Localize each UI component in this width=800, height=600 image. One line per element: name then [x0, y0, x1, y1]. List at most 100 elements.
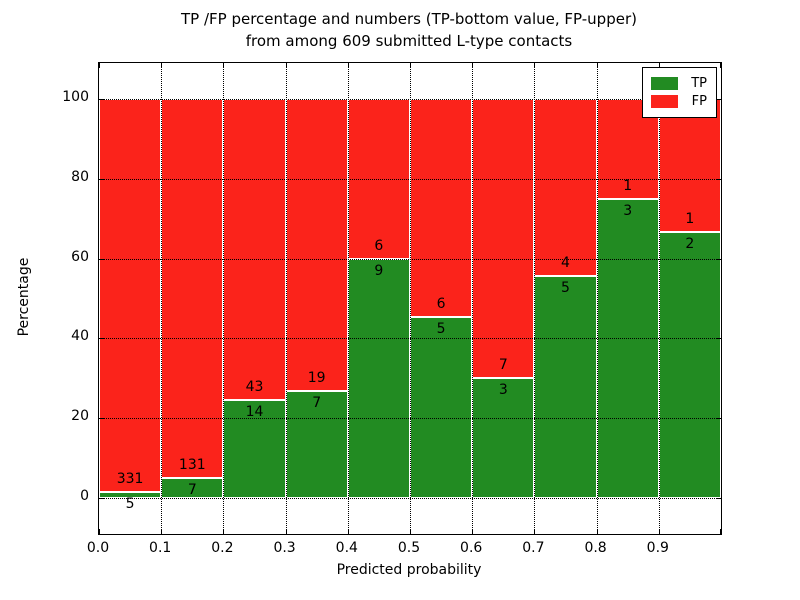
- fp-count-label: 4: [561, 255, 570, 272]
- fp-count-label: 6: [374, 237, 384, 254]
- tp-bar-segment: [223, 400, 286, 499]
- vertical-gridline: [410, 63, 411, 534]
- x-tick-label: 0.5: [397, 540, 421, 556]
- y-tick-mark: [99, 178, 104, 180]
- fp-color-swatch: [651, 95, 678, 108]
- x-tick-mark: [720, 63, 721, 68]
- fp-count-label: 7: [498, 357, 508, 374]
- x-axis-label: Predicted probability: [336, 562, 482, 578]
- x-tick-mark: [223, 63, 225, 68]
- x-tick-mark: [534, 63, 536, 68]
- fp-count-label: 6: [436, 295, 446, 312]
- fp-count-label: 131: [178, 456, 206, 473]
- y-tick-label: 60: [71, 248, 89, 265]
- x-tick-label: 0.7: [522, 540, 545, 556]
- legend: TP FP: [642, 67, 717, 118]
- chart-title: TP /FP percentage and numbers (TP-bottom…: [98, 9, 720, 53]
- legend-entry-fp: FP: [651, 94, 707, 109]
- vertical-gridline: [472, 63, 474, 534]
- x-tick-mark: [161, 529, 163, 534]
- fp-count-label: 1: [685, 210, 695, 227]
- x-tick-mark: [658, 529, 660, 534]
- vertical-gridline: [223, 63, 225, 534]
- y-tick-mark: [716, 258, 721, 260]
- y-tick-label: 80: [71, 168, 89, 185]
- x-tick-mark: [347, 63, 349, 68]
- horizontal-gridline: [99, 98, 721, 100]
- vertical-gridline: [161, 63, 163, 534]
- tp-count-label: 7: [187, 481, 197, 498]
- x-tick-mark: [223, 529, 225, 534]
- vertical-gridline: [285, 63, 287, 534]
- plot-area: TP FP 331 5 131 7 43 14 19 7 6 9 6 5 7 3 4 5 1 3 1 2: [98, 62, 722, 535]
- vertical-gridline: [534, 63, 536, 534]
- x-tick-mark: [472, 63, 474, 68]
- vertical-gridline: [658, 63, 660, 534]
- tp-bar-segment: [410, 316, 473, 499]
- x-tick-label: 0.4: [335, 540, 358, 556]
- tp-bar-segment: [658, 231, 721, 499]
- x-tick-mark: [410, 529, 411, 534]
- x-tick-mark: [472, 529, 474, 534]
- y-tick-mark: [99, 258, 104, 260]
- fp-bar-segment: [410, 98, 473, 317]
- y-tick-label: 0: [80, 488, 89, 505]
- x-tick-mark: [534, 529, 536, 534]
- y-tick-mark: [99, 418, 104, 420]
- chart-title-line1: TP /FP percentage and numbers (TP-bottom…: [181, 10, 637, 28]
- y-axis-label: Percentage: [16, 257, 32, 337]
- horizontal-gridline: [99, 338, 721, 340]
- y-tick-mark: [99, 98, 104, 100]
- x-tick-mark: [161, 63, 163, 68]
- x-tick-label: 0.6: [460, 540, 483, 556]
- y-tick-label: 100: [62, 88, 89, 105]
- horizontal-gridline: [99, 258, 721, 260]
- fp-bar-segment: [285, 98, 348, 391]
- y-tick-mark: [99, 498, 104, 500]
- y-tick-mark: [716, 178, 721, 180]
- vertical-gridline: [596, 63, 598, 534]
- fp-count-label: 19: [307, 369, 326, 386]
- legend-label-fp: FP: [691, 94, 707, 109]
- fp-bar-segment: [223, 98, 286, 401]
- y-tick-mark: [716, 338, 721, 340]
- y-tick-mark: [716, 98, 721, 100]
- tp-count-label: 3: [623, 202, 633, 219]
- tp-color-swatch: [651, 77, 678, 90]
- x-tick-label: 0.3: [273, 540, 296, 556]
- tp-count-label: 14: [245, 404, 264, 421]
- x-tick-label: 0.1: [149, 540, 172, 556]
- tp-bar-segment: [596, 198, 659, 499]
- legend-label-tp: TP: [691, 76, 707, 91]
- tp-count-label: 7: [312, 394, 322, 411]
- x-tick-mark: [285, 63, 287, 68]
- horizontal-gridline: [99, 418, 721, 420]
- horizontal-gridline: [99, 178, 721, 180]
- tp-bar-segment: [534, 276, 597, 499]
- tp-count-label: 5: [561, 280, 570, 297]
- x-tick-mark: [99, 63, 100, 68]
- x-tick-label: 0.8: [584, 540, 607, 556]
- tp-bar-segment: [347, 258, 410, 499]
- fp-count-label: 1: [623, 177, 633, 194]
- x-tick-mark: [596, 63, 598, 68]
- x-tick-mark: [99, 529, 100, 534]
- x-tick-label: 0.2: [211, 540, 234, 556]
- tp-count-label: 9: [374, 262, 384, 279]
- fp-bar-segment: [99, 98, 162, 493]
- vertical-gridline: [347, 63, 349, 534]
- x-tick-label: 0.9: [646, 540, 669, 556]
- x-tick-mark: [596, 529, 598, 534]
- fp-bar-segment: [161, 98, 224, 478]
- tp-count-label: 5: [436, 320, 446, 337]
- x-tick-mark: [347, 529, 349, 534]
- fp-count-label: 331: [116, 471, 144, 488]
- horizontal-gridline: [99, 498, 721, 500]
- tp-count-label: 3: [498, 382, 508, 399]
- tp-count-label: 5: [125, 496, 135, 513]
- y-tick-mark: [716, 498, 721, 500]
- y-tick-mark: [716, 418, 721, 420]
- x-tick-mark: [720, 529, 721, 534]
- x-tick-mark: [658, 63, 660, 68]
